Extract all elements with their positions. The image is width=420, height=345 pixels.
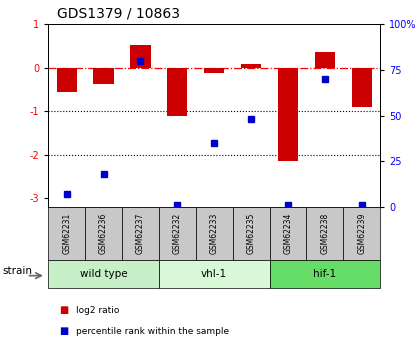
Bar	[270, 207, 306, 260]
Text: GSM62233: GSM62233	[210, 213, 219, 254]
Bar	[241, 64, 261, 68]
Bar	[315, 52, 335, 68]
Bar	[270, 260, 380, 288]
Text: strain: strain	[2, 266, 32, 276]
Text: GSM62235: GSM62235	[247, 213, 255, 254]
Text: GSM62231: GSM62231	[62, 213, 71, 254]
Text: GDS1379 / 10863: GDS1379 / 10863	[57, 7, 180, 21]
Bar	[85, 207, 122, 260]
Text: GSM62234: GSM62234	[284, 213, 292, 254]
Bar	[343, 207, 380, 260]
Bar	[306, 207, 343, 260]
Text: GSM62236: GSM62236	[99, 213, 108, 254]
Bar	[167, 68, 187, 116]
Text: ■: ■	[59, 326, 68, 336]
Text: GSM62238: GSM62238	[320, 213, 329, 254]
Text: hif-1: hif-1	[313, 269, 336, 279]
Text: log2 ratio: log2 ratio	[76, 306, 119, 315]
Bar	[204, 68, 224, 73]
Text: vhl-1: vhl-1	[201, 269, 227, 279]
Text: percentile rank within the sample: percentile rank within the sample	[76, 327, 229, 336]
Text: ■: ■	[59, 306, 68, 315]
Text: GSM62237: GSM62237	[136, 213, 145, 254]
Bar	[233, 207, 270, 260]
Bar	[159, 260, 270, 288]
Bar	[130, 45, 151, 68]
Bar	[352, 68, 372, 107]
Bar	[48, 207, 85, 260]
Bar	[57, 68, 77, 92]
Text: GSM62239: GSM62239	[357, 213, 366, 254]
Bar	[122, 207, 159, 260]
Bar	[94, 68, 114, 84]
Text: wild type: wild type	[80, 269, 127, 279]
Bar	[196, 207, 233, 260]
Bar	[48, 260, 159, 288]
Bar	[278, 68, 298, 161]
Bar	[159, 207, 196, 260]
Text: GSM62232: GSM62232	[173, 213, 182, 254]
